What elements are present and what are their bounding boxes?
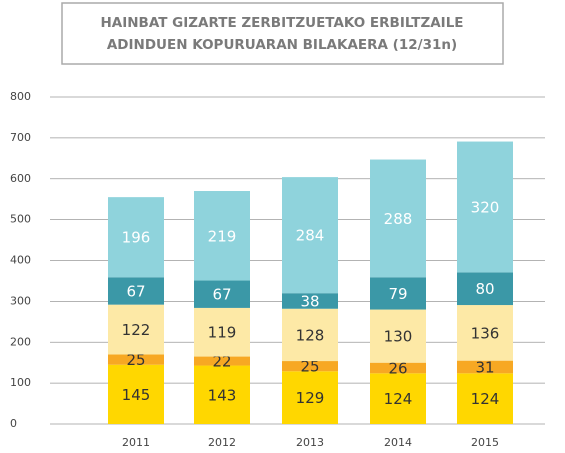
bar-segment bbox=[457, 272, 513, 306]
bar-segment bbox=[282, 293, 338, 309]
bar-segment bbox=[457, 373, 513, 424]
x-tick-label: 2012 bbox=[208, 436, 236, 449]
y-tick-label: 500 bbox=[10, 213, 31, 226]
bar-segment bbox=[108, 364, 164, 424]
y-tick-label: 200 bbox=[10, 335, 31, 348]
value-label: 288 bbox=[384, 210, 413, 228]
bar-segment bbox=[108, 354, 164, 365]
value-label: 38 bbox=[300, 292, 319, 310]
value-label: 196 bbox=[122, 229, 151, 247]
value-label: 22 bbox=[212, 353, 231, 371]
bar-segment bbox=[194, 365, 250, 424]
bar-segment bbox=[370, 362, 426, 374]
chart-title: HAINBAT GIZARTE ZERBITZUETAKO ERBILTZAIL… bbox=[100, 15, 463, 31]
bar-segment bbox=[282, 308, 338, 362]
bar-segment bbox=[108, 277, 164, 305]
value-label: 26 bbox=[388, 360, 407, 378]
value-label: 136 bbox=[471, 324, 500, 342]
value-label: 79 bbox=[388, 285, 407, 303]
y-tick-label: 600 bbox=[10, 172, 31, 185]
value-label: 124 bbox=[384, 390, 413, 408]
chart-title: ADINDUEN KOPURUARAN BILAKAERA (12/31n) bbox=[107, 37, 457, 53]
bar-segment bbox=[194, 280, 250, 308]
bar-segment bbox=[282, 371, 338, 424]
x-tick-label: 2014 bbox=[384, 436, 412, 449]
bar-segment bbox=[282, 177, 338, 294]
bar-segment bbox=[282, 361, 338, 372]
bar-segment bbox=[370, 309, 426, 363]
value-label: 25 bbox=[126, 351, 145, 369]
bar-segment bbox=[457, 141, 513, 273]
value-label: 67 bbox=[212, 286, 231, 304]
y-tick-label: 400 bbox=[10, 254, 31, 267]
value-label: 31 bbox=[475, 358, 494, 376]
value-label: 80 bbox=[475, 280, 494, 298]
value-label: 320 bbox=[471, 198, 500, 216]
value-label: 130 bbox=[384, 328, 413, 346]
title-box bbox=[61, 2, 504, 65]
value-label: 129 bbox=[296, 389, 325, 407]
bar-segment bbox=[370, 159, 426, 278]
bar-segment bbox=[457, 360, 513, 374]
bar-segment bbox=[194, 307, 250, 357]
y-tick-label: 0 bbox=[10, 417, 17, 430]
value-label: 145 bbox=[122, 386, 151, 404]
bar-segment bbox=[370, 277, 426, 310]
bar-segment bbox=[108, 304, 164, 355]
value-label: 25 bbox=[300, 358, 319, 376]
y-tick-label: 300 bbox=[10, 294, 31, 307]
value-label: 122 bbox=[122, 321, 151, 339]
y-tick-label: 800 bbox=[10, 90, 31, 103]
value-label: 119 bbox=[208, 324, 237, 342]
x-tick-label: 2013 bbox=[296, 436, 324, 449]
bar-segment bbox=[457, 305, 513, 361]
x-tick-label: 2011 bbox=[122, 436, 150, 449]
value-label: 128 bbox=[296, 326, 325, 344]
x-tick-label: 2015 bbox=[471, 436, 499, 449]
value-label: 143 bbox=[208, 386, 237, 404]
bar-segment bbox=[194, 191, 250, 281]
y-tick-label: 100 bbox=[10, 376, 31, 389]
bar-segment bbox=[108, 197, 164, 278]
y-tick-label: 700 bbox=[10, 131, 31, 144]
bar-segment bbox=[194, 356, 250, 366]
bar-segment bbox=[370, 373, 426, 424]
value-label: 67 bbox=[126, 282, 145, 300]
value-label: 124 bbox=[471, 390, 500, 408]
value-label: 219 bbox=[208, 227, 237, 245]
value-label: 284 bbox=[296, 227, 325, 245]
